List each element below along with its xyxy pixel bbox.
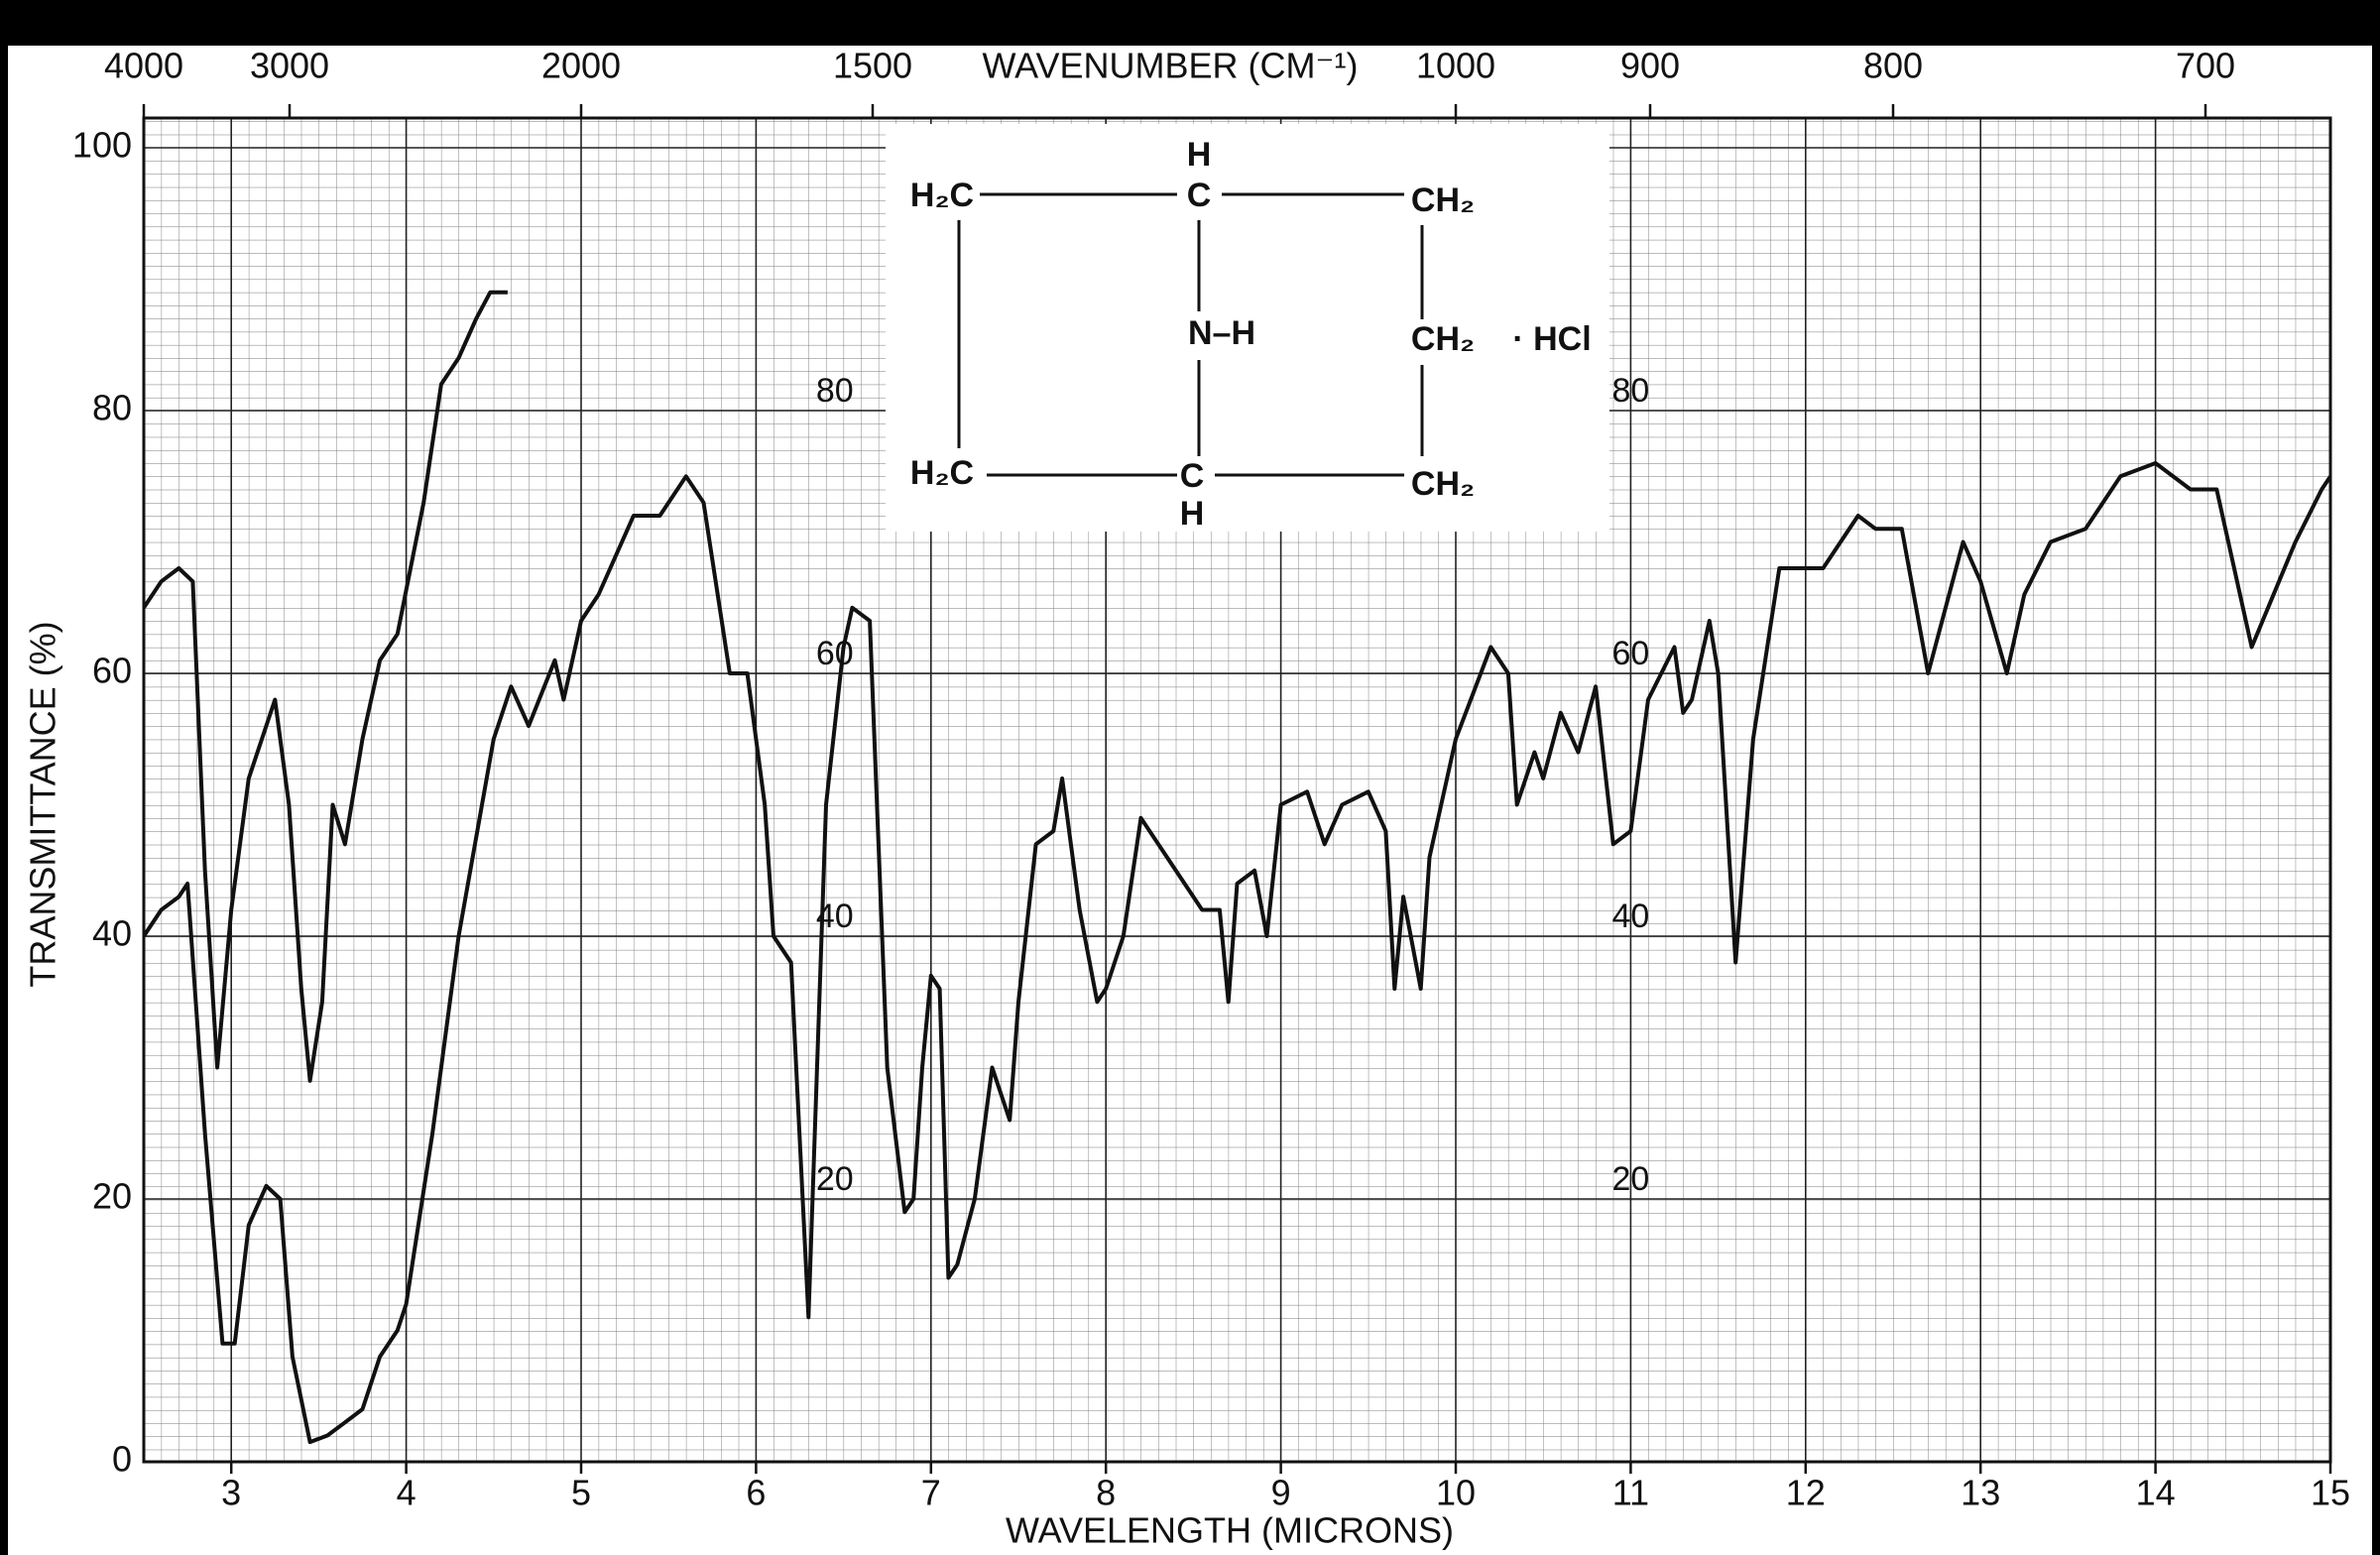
structure-label: H — [1180, 495, 1205, 533]
x-tick-label: 5 — [571, 1473, 591, 1513]
x-tick-label: 7 — [921, 1473, 941, 1513]
y-tick-label: 40 — [92, 913, 132, 954]
structure-inset: H₂C H C CH₂ N–H CH₂ · HCl H₂C C H CH₂ — [886, 124, 1609, 533]
x-tick-label: 6 — [746, 1473, 766, 1513]
y-tick-label: 0 — [112, 1439, 132, 1480]
y-tick-label: 80 — [92, 388, 132, 428]
inner-scale-label: 80 — [816, 372, 854, 410]
y-tick-label: 100 — [72, 125, 132, 166]
structure-label: CH₂ — [1411, 320, 1475, 358]
spectrum-curve — [142, 461, 2332, 1445]
inner-scale-label: 40 — [816, 897, 854, 935]
structure-label: · HCl — [1512, 320, 1591, 358]
inner-scale-label: 40 — [1611, 897, 1649, 935]
structure-label: H — [1187, 136, 1212, 174]
inner-scale-label: 20 — [816, 1160, 854, 1198]
x-tick-label: 13 — [1961, 1473, 2000, 1513]
x2-tick-label: 700 — [2176, 46, 2235, 86]
plot-frame — [142, 116, 2332, 1464]
structure-label: C — [1180, 457, 1205, 495]
x2-tick-label: 3000 — [250, 46, 329, 86]
structure-label: CH₂ — [1411, 181, 1475, 219]
x2-tick-label: 2000 — [541, 46, 621, 86]
y-tick-label: 20 — [92, 1176, 132, 1217]
curves — [142, 290, 2332, 1445]
x-tick-label: 9 — [1271, 1473, 1291, 1513]
structure-label: C — [1187, 177, 1212, 214]
x2-tick-label: 1500 — [833, 46, 912, 86]
x-tick-label: 12 — [1786, 1473, 1826, 1513]
structure-label: N–H — [1188, 314, 1255, 352]
x-axis-title: WAVELENGTH (MICRONS) — [1006, 1510, 1454, 1551]
inner-scale-label: 60 — [1611, 635, 1649, 672]
structure-label: H₂C — [910, 454, 974, 492]
x-tick-label: 4 — [397, 1473, 416, 1513]
spectrum-curve — [142, 290, 508, 1083]
left-edge — [0, 0, 8, 1555]
inset-box — [886, 124, 1609, 532]
x2-tick-label: 800 — [1863, 46, 1923, 86]
y-tick-label: 60 — [92, 651, 132, 691]
x-tick-label: 11 — [1612, 1473, 1649, 1513]
x2-tick-label: 4000 — [104, 46, 183, 86]
x-tick-label: 15 — [2311, 1473, 2350, 1513]
structure-label: CH₂ — [1411, 465, 1475, 503]
bonds — [957, 192, 1424, 477]
structure-label: H₂C — [910, 177, 974, 214]
inner-scale-label: 20 — [1611, 1160, 1649, 1198]
y-axis-title: TRANSMITTANCE (%) — [23, 621, 63, 987]
inner-scale-label: 60 — [816, 635, 854, 672]
top-band — [0, 0, 2380, 46]
x-tick-label: 8 — [1096, 1473, 1116, 1513]
x2-tick-label: 1000 — [1416, 46, 1495, 86]
x-tick-label: 3 — [221, 1473, 241, 1513]
x-tick-label: 14 — [2136, 1473, 2176, 1513]
inner-scale-label: 80 — [1611, 372, 1649, 410]
x2-axis-title: WAVENUMBER (CM⁻¹) — [983, 46, 1359, 86]
x2-tick-label: 900 — [1620, 46, 1680, 86]
x-tick-label: 10 — [1436, 1473, 1476, 1513]
right-edge — [2372, 0, 2380, 1555]
